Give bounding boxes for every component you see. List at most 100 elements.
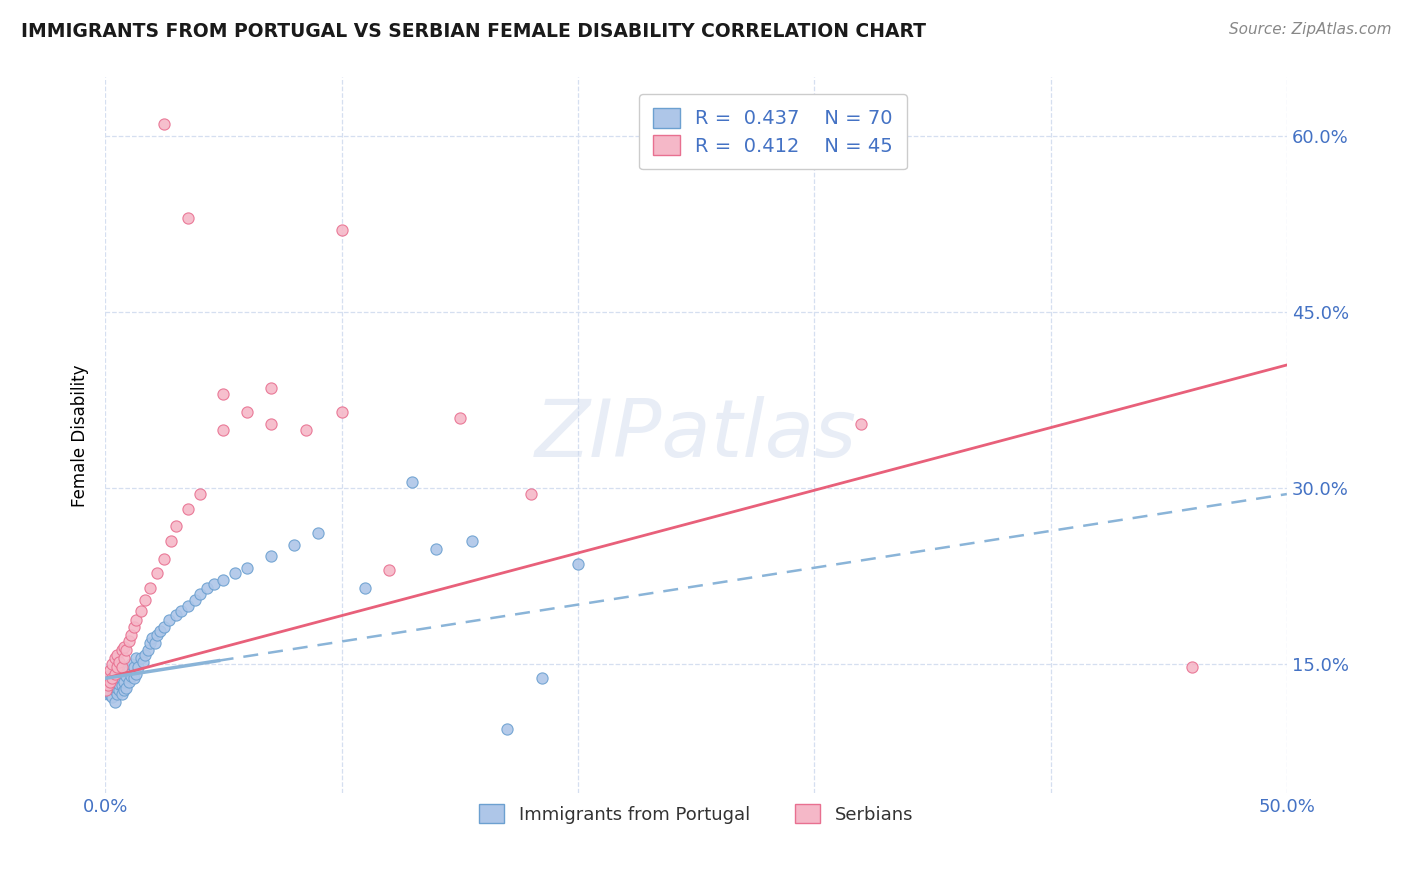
Point bbox=[120, 669, 142, 683]
Point bbox=[153, 620, 176, 634]
Point bbox=[125, 666, 148, 681]
Point bbox=[496, 722, 519, 736]
Point bbox=[236, 405, 259, 419]
Point bbox=[1181, 659, 1204, 673]
Point bbox=[101, 674, 124, 689]
Point bbox=[98, 674, 121, 689]
Point bbox=[111, 678, 134, 692]
Point bbox=[101, 690, 124, 705]
Point bbox=[97, 678, 120, 692]
Point bbox=[111, 643, 134, 657]
Point bbox=[97, 687, 120, 701]
Point bbox=[460, 534, 482, 549]
Point bbox=[97, 683, 120, 698]
Point bbox=[98, 663, 121, 677]
Point bbox=[139, 581, 162, 595]
Point bbox=[330, 223, 353, 237]
Point bbox=[134, 592, 156, 607]
Point bbox=[295, 423, 318, 437]
Point bbox=[519, 487, 541, 501]
Point bbox=[157, 613, 180, 627]
Point bbox=[283, 537, 305, 551]
Point bbox=[105, 681, 128, 695]
Point bbox=[378, 563, 401, 577]
Point bbox=[104, 683, 127, 698]
Point bbox=[136, 643, 159, 657]
Point bbox=[425, 542, 447, 557]
Point bbox=[104, 666, 127, 681]
Point bbox=[104, 671, 127, 685]
Point bbox=[108, 677, 131, 691]
Point bbox=[127, 659, 149, 673]
Point bbox=[115, 669, 138, 683]
Point bbox=[105, 666, 128, 681]
Point bbox=[531, 671, 554, 685]
Point bbox=[101, 671, 124, 685]
Point bbox=[120, 657, 142, 672]
Point bbox=[105, 648, 128, 662]
Point bbox=[224, 566, 246, 580]
Point bbox=[101, 681, 124, 695]
Point bbox=[104, 651, 127, 665]
Point bbox=[104, 695, 127, 709]
Point bbox=[141, 632, 163, 646]
Point bbox=[165, 607, 187, 622]
Point bbox=[307, 525, 329, 540]
Point bbox=[105, 687, 128, 701]
Point bbox=[212, 423, 235, 437]
Point bbox=[129, 604, 152, 618]
Text: Source: ZipAtlas.com: Source: ZipAtlas.com bbox=[1229, 22, 1392, 37]
Point bbox=[153, 117, 176, 131]
Point bbox=[112, 683, 135, 698]
Point bbox=[105, 674, 128, 689]
Point bbox=[177, 502, 200, 516]
Point bbox=[202, 577, 225, 591]
Point bbox=[111, 659, 134, 673]
Point bbox=[101, 657, 124, 672]
Point bbox=[148, 624, 170, 639]
Point bbox=[97, 669, 120, 683]
Point bbox=[184, 592, 207, 607]
Point bbox=[139, 636, 162, 650]
Point bbox=[125, 651, 148, 665]
Point bbox=[177, 211, 200, 226]
Point bbox=[98, 687, 121, 701]
Point bbox=[108, 683, 131, 698]
Point bbox=[188, 487, 211, 501]
Point bbox=[401, 475, 423, 490]
Point bbox=[98, 671, 121, 685]
Point bbox=[120, 628, 142, 642]
Point bbox=[259, 549, 281, 564]
Point bbox=[122, 659, 145, 673]
Point bbox=[851, 417, 873, 431]
Point bbox=[112, 651, 135, 665]
Point bbox=[146, 566, 169, 580]
Point bbox=[96, 683, 118, 698]
Point bbox=[118, 674, 141, 689]
Text: ZIPatlas: ZIPatlas bbox=[534, 396, 858, 475]
Point bbox=[112, 663, 135, 677]
Point bbox=[236, 561, 259, 575]
Point bbox=[96, 681, 118, 695]
Point bbox=[118, 633, 141, 648]
Point bbox=[122, 671, 145, 685]
Point bbox=[101, 669, 124, 683]
Point bbox=[125, 613, 148, 627]
Point bbox=[115, 681, 138, 695]
Point bbox=[354, 581, 377, 595]
Point bbox=[108, 655, 131, 669]
Legend: Immigrants from Portugal, Serbians: Immigrants from Portugal, Serbians bbox=[468, 793, 924, 834]
Point bbox=[188, 587, 211, 601]
Point bbox=[111, 687, 134, 701]
Point bbox=[97, 674, 120, 689]
Point bbox=[165, 518, 187, 533]
Point bbox=[112, 674, 135, 689]
Point bbox=[170, 604, 193, 618]
Point bbox=[177, 599, 200, 613]
Point bbox=[105, 659, 128, 673]
Point bbox=[146, 628, 169, 642]
Point bbox=[129, 651, 152, 665]
Text: IMMIGRANTS FROM PORTUGAL VS SERBIAN FEMALE DISABILITY CORRELATION CHART: IMMIGRANTS FROM PORTUGAL VS SERBIAN FEMA… bbox=[21, 22, 927, 41]
Point bbox=[112, 640, 135, 654]
Point bbox=[195, 581, 218, 595]
